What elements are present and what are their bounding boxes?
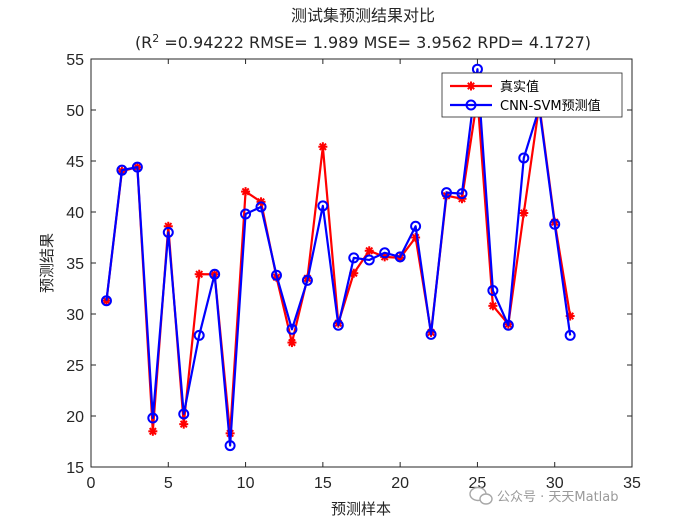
x-tick-label: 10 <box>237 475 255 492</box>
x-tick-label: 35 <box>623 475 641 492</box>
data-point <box>456 188 468 200</box>
y-tick-label: 15 <box>66 460 84 477</box>
y-tick-label: 55 <box>66 52 84 69</box>
x-tick-label: 0 <box>87 475 96 492</box>
data-point <box>131 161 143 173</box>
y-axis-label: 预测结果 <box>38 233 56 293</box>
legend-marker <box>465 99 477 111</box>
data-point <box>564 329 576 341</box>
data-point <box>348 252 360 264</box>
data-point <box>394 251 406 263</box>
data-point <box>147 412 159 424</box>
data-point <box>487 285 499 297</box>
data-point <box>209 268 221 280</box>
data-point <box>287 338 297 348</box>
data-point <box>301 274 313 286</box>
x-axis-label: 预测样本 <box>331 500 391 518</box>
data-point <box>363 254 375 266</box>
data-point <box>549 218 561 230</box>
y-tick-label: 25 <box>66 358 84 375</box>
y-tick-label: 40 <box>66 205 84 222</box>
data-point <box>241 187 251 197</box>
data-point <box>286 323 298 335</box>
y-tick-label: 35 <box>66 256 84 273</box>
data-point <box>379 247 391 259</box>
chart-subtitle: (R2 =0.94222 RMSE= 1.989 MSE= 3.9562 RPD… <box>135 32 591 53</box>
wechat-logo-icon <box>469 486 493 505</box>
data-point <box>488 301 498 311</box>
data-point <box>270 269 282 281</box>
subtitle-prefix: (R <box>135 33 152 52</box>
series-line-1 <box>105 68 572 447</box>
data-point <box>318 142 328 152</box>
x-tick-label: 5 <box>164 475 173 492</box>
data-point <box>502 319 514 331</box>
data-point <box>240 208 252 220</box>
data-point <box>441 187 453 199</box>
data-point <box>519 208 529 218</box>
data-point <box>425 328 437 340</box>
data-point <box>410 220 422 232</box>
x-tick-label: 20 <box>391 475 409 492</box>
legend-entry-label: 真实值 <box>500 79 539 95</box>
subtitle-metrics: =0.94222 RMSE= 1.989 MSE= 3.9562 RPD= 4.… <box>159 33 591 52</box>
y-tick-label: 20 <box>66 409 84 426</box>
watermark: 公众号 · 天天Matlab <box>469 486 619 505</box>
data-point <box>364 246 374 256</box>
subtitle-superscript: 2 <box>152 32 159 45</box>
data-point <box>162 226 174 238</box>
y-tick-label: 30 <box>66 307 84 324</box>
data-point <box>178 408 190 420</box>
watermark-text: 公众号 · 天天Matlab <box>497 490 619 505</box>
legend-marker <box>466 81 476 91</box>
data-point <box>194 269 204 279</box>
data-point <box>179 419 189 429</box>
x-tick-label: 30 <box>546 475 564 492</box>
x-tick-label: 15 <box>314 475 332 492</box>
data-point <box>332 319 344 331</box>
chart-title: 测试集预测结果对比 <box>291 6 435 25</box>
data-point <box>518 152 530 164</box>
y-tick-label: 50 <box>66 103 84 120</box>
legend-entry-label: CNN-SVM预测值 <box>500 98 601 114</box>
y-tick-label: 45 <box>66 154 84 171</box>
data-point <box>193 329 205 341</box>
legend: 真实值 CNN-SVM预测值 <box>441 72 623 118</box>
data-point <box>116 164 128 176</box>
data-point <box>317 200 329 212</box>
data-point <box>255 201 267 213</box>
data-point <box>224 440 236 452</box>
data-point <box>100 295 112 307</box>
data-point <box>148 426 158 436</box>
